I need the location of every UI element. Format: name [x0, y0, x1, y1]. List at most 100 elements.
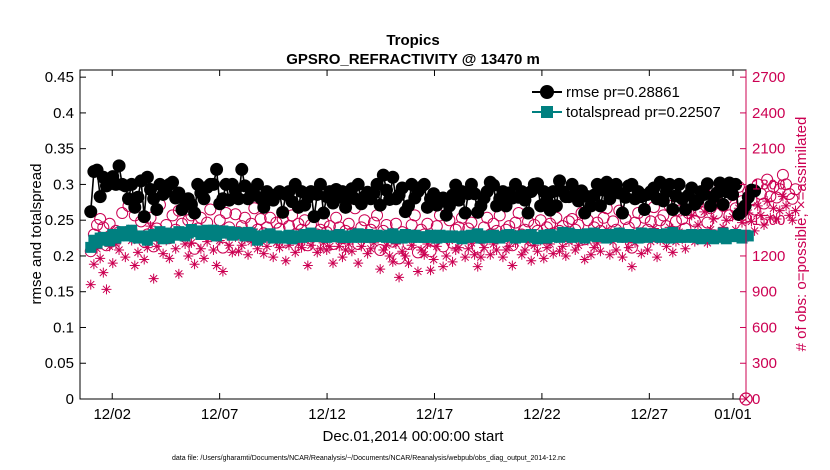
possible-obs-point	[270, 216, 283, 229]
possible-obs-point	[204, 203, 217, 216]
chart-subtitle: GPSRO_REFRACTIVITY @ 13470 m	[286, 51, 540, 68]
assimilated-obs-point	[258, 248, 269, 259]
y-tick-left-label: 0.25	[45, 212, 74, 229]
rmse-point	[637, 202, 651, 216]
assimilated-obs-point	[180, 239, 191, 250]
possible-obs-point	[220, 207, 233, 220]
assimilated-obs-point	[699, 206, 710, 217]
assimilated-obs-point	[497, 252, 508, 263]
assimilated-obs-point	[353, 258, 364, 269]
rmse-point	[458, 206, 472, 220]
assimilated-obs-point	[463, 243, 474, 254]
rmse-point	[232, 192, 246, 206]
axis-layer: 0 0.05 0.1 0.15 0.2 0.25 0.3 0.35 0.4 0.45 0 300 600…	[45, 69, 786, 423]
assimilated-obs-point	[557, 241, 568, 252]
y-tick-right-label: 1800	[752, 176, 785, 193]
rmse-point	[317, 206, 331, 220]
y-tick-right-label: 2700	[752, 69, 785, 86]
assimilated-obs-point	[145, 221, 156, 232]
assimilated-obs-point	[296, 242, 307, 253]
assimilated-obs-point	[438, 261, 449, 272]
assimilated-obs-point	[737, 217, 748, 228]
assimilated-obs-point	[768, 203, 779, 214]
assimilated-obs-point	[390, 239, 401, 250]
assimilated-obs-point	[381, 240, 392, 251]
assimilated-obs-point	[579, 254, 590, 265]
y-tick-left-label: 0	[66, 391, 74, 408]
rmse-point	[549, 199, 563, 213]
assimilated-obs-point	[95, 253, 106, 264]
assimilated-obs-point	[400, 250, 411, 261]
assimilated-obs-point	[365, 243, 376, 254]
assimilated-obs-point	[611, 244, 622, 255]
rmse-point	[700, 177, 714, 191]
rmse-point	[729, 177, 743, 191]
y-tick-left-label: 0.4	[53, 105, 74, 122]
assimilated-obs-point	[337, 252, 348, 263]
y-tick-right-label: 300	[752, 355, 777, 372]
legend-label-rmse: rmse pr=0.28861	[566, 84, 680, 101]
assimilated-obs-point	[560, 250, 571, 261]
assimilated-obs-point	[708, 214, 719, 225]
assimilated-obs-point	[394, 272, 405, 283]
assimilated-obs-point	[107, 258, 118, 269]
rmse-point	[93, 190, 107, 204]
assimilated-obs-point	[183, 250, 194, 261]
assimilated-obs-point	[623, 242, 634, 253]
assimilated-obs-point	[661, 241, 672, 252]
series-layer	[84, 159, 802, 406]
possible-obs-point	[238, 211, 251, 224]
rmse-point	[386, 170, 400, 184]
assimilated-obs-point	[92, 243, 103, 254]
possible-obs-point	[367, 216, 380, 229]
totalspread-point	[126, 224, 138, 236]
assimilated-obs-point	[718, 222, 729, 233]
possible-obs-point	[701, 216, 714, 229]
assimilated-obs-point	[771, 214, 782, 225]
assimilated-obs-point	[236, 240, 247, 251]
assimilated-obs-point	[759, 219, 770, 230]
assimilated-obs-point	[686, 210, 697, 221]
assimilated-obs-point	[504, 241, 515, 252]
rmse-point	[351, 177, 365, 191]
series-totalspread	[85, 223, 754, 253]
assimilated-obs-point	[548, 248, 559, 259]
assimilated-obs-point	[617, 252, 628, 263]
assimilated-obs-point	[702, 237, 713, 248]
totalspread-point	[157, 233, 169, 245]
assimilated-obs-point	[652, 252, 663, 263]
x-tick-label: 12/17	[416, 406, 454, 423]
assimilated-obs-point	[129, 260, 140, 271]
y-tick-left-label: 0.05	[45, 355, 74, 372]
totalspread-point	[742, 230, 754, 242]
assimilated-obs-point	[274, 242, 285, 253]
assimilated-obs-point	[526, 255, 537, 266]
totalspread-point	[85, 241, 97, 253]
assimilated-obs-point	[158, 248, 169, 259]
assimilated-obs-point	[762, 196, 773, 207]
assimilated-obs-point	[554, 246, 565, 257]
x-tick-label: 12/12	[308, 406, 346, 423]
rmse-point	[210, 162, 224, 176]
assimilated-obs-point	[186, 237, 197, 248]
assimilated-obs-point	[431, 241, 442, 252]
assimilated-obs-point	[469, 249, 480, 260]
assimilated-obs-point	[441, 250, 452, 261]
rmse-point	[235, 162, 249, 176]
assimilated-obs-point	[781, 200, 792, 211]
assimilated-obs-point	[475, 252, 486, 263]
rmse-point	[417, 177, 431, 191]
assimilated-obs-point	[774, 205, 785, 216]
assimilated-obs-point	[199, 253, 210, 264]
assimilated-obs-point	[202, 236, 213, 247]
assimilated-obs-point	[589, 242, 600, 253]
assimilated-obs-point	[343, 239, 354, 250]
possible-obs-point	[264, 211, 277, 224]
assimilated-obs-point	[252, 243, 263, 254]
assimilated-obs-point	[406, 240, 417, 251]
assimilated-obs-point	[384, 250, 395, 261]
assimilated-obs-point	[479, 242, 490, 253]
rmse-point	[206, 177, 220, 191]
y-tick-left-label: 0.2	[53, 248, 74, 265]
